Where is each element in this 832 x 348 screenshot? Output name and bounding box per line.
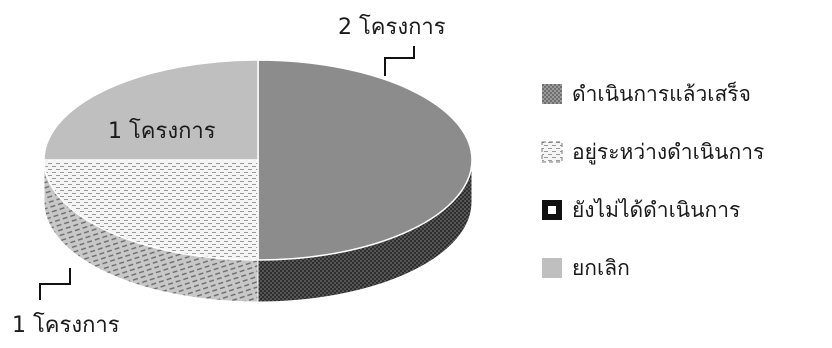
legend-swatch [542,84,562,104]
legend-swatch-inner [548,206,556,214]
pie-slices [43,59,473,303]
legend-item: ดำเนินการแล้วเสร็จ [542,80,751,106]
legend-swatch [542,258,562,278]
data-label: 1 โครงการ [12,312,120,338]
data-label: 2 โครงการ [338,14,446,40]
legend-swatch [541,141,563,163]
pie-slice [257,59,473,261]
leader-line [384,46,415,76]
data-label: 1 โครงการ [108,118,216,144]
legend-item: อยู่ระหว่างดำเนินการ [541,140,764,165]
legend-label: อยู่ระหว่างดำเนินการ [572,140,764,165]
legend-item: ยกเลิก [542,256,630,280]
legend-label: ยังไม่ได้ดำเนินการ [572,198,740,222]
pie-slice [43,59,259,161]
pie-slice [43,159,259,261]
legend: ดำเนินการแล้วเสร็จอยู่ระหว่างดำเนินการยั… [541,80,764,280]
data-labels: 2 โครงการ 1 โครงการ 1 โครงการ [12,14,446,338]
legend-label: ยกเลิก [572,256,630,280]
legend-item: ยังไม่ได้ดำเนินการ [542,198,740,222]
legend-label: ดำเนินการแล้วเสร็จ [572,80,751,106]
leader-line [39,268,71,300]
